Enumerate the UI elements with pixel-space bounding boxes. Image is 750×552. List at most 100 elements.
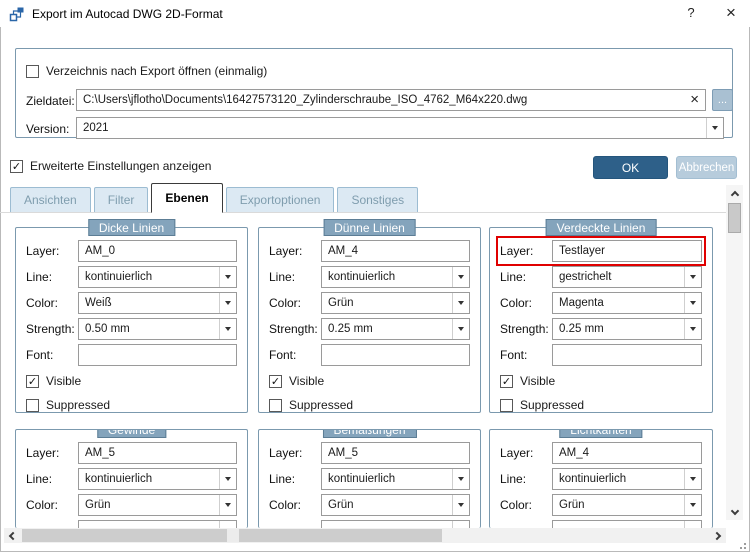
line-select[interactable]: kontinuierlich bbox=[552, 468, 702, 490]
chevron-down-icon[interactable] bbox=[452, 267, 469, 287]
chevron-down-icon[interactable] bbox=[219, 319, 236, 339]
chevron-down-icon[interactable] bbox=[219, 521, 236, 528]
chevron-down-icon[interactable] bbox=[684, 521, 701, 528]
highlighted-layer-row: Layer: Testlayer bbox=[496, 236, 706, 266]
scroll-up-button[interactable] bbox=[726, 185, 743, 201]
chevron-down-icon[interactable] bbox=[684, 495, 701, 515]
chevron-down-icon[interactable] bbox=[452, 319, 469, 339]
browse-button[interactable]: ... bbox=[712, 89, 733, 111]
strength-select[interactable]: 0.25 mm bbox=[321, 318, 470, 340]
checkbox-checked-icon[interactable]: ✓ bbox=[26, 374, 39, 388]
suppressed-checkbox[interactable]: Suppressed bbox=[500, 396, 702, 414]
chevron-down-icon[interactable] bbox=[684, 469, 701, 489]
version-value: 2021 bbox=[83, 122, 109, 134]
chevron-down-icon[interactable] bbox=[684, 293, 701, 313]
chevron-down-icon[interactable] bbox=[684, 319, 701, 339]
visible-checkbox[interactable]: ✓ Visible bbox=[26, 374, 82, 388]
tab-ebenen[interactable]: Ebenen bbox=[151, 183, 223, 213]
resize-grip-icon[interactable] bbox=[736, 539, 746, 549]
cancel-button[interactable]: Abbrechen bbox=[676, 156, 737, 179]
tab-exportoptionen[interactable]: Exportoptionen bbox=[225, 187, 335, 213]
chevron-down-icon[interactable] bbox=[219, 293, 236, 313]
layer-input[interactable]: AM_5 bbox=[321, 442, 470, 464]
color-label: Color: bbox=[500, 498, 533, 512]
visible-checkbox[interactable]: ✓ Visible bbox=[500, 374, 556, 388]
color-select[interactable]: Magenta bbox=[552, 292, 702, 314]
checkbox-unchecked-icon[interactable] bbox=[26, 64, 39, 78]
file-settings-groupbox: Verzeichnis nach Export öffnen (einmalig… bbox=[15, 48, 733, 139]
suppressed-checkbox[interactable]: Suppressed bbox=[269, 396, 470, 414]
checkbox-checked-icon[interactable]: ✓ bbox=[500, 374, 513, 388]
suppressed-checkbox[interactable]: Suppressed bbox=[26, 396, 237, 414]
checkbox-checked-icon[interactable]: ✓ bbox=[10, 159, 23, 173]
tab-ansichten[interactable]: Ansichten bbox=[10, 187, 91, 213]
layer-input[interactable]: AM_5 bbox=[78, 442, 237, 464]
chevron-down-icon[interactable] bbox=[684, 267, 701, 287]
layer-input[interactable]: AM_0 bbox=[78, 240, 237, 262]
layer-label: Layer: bbox=[269, 446, 303, 460]
chevron-down-icon[interactable] bbox=[452, 469, 469, 489]
line-select[interactable]: kontinuierlich bbox=[321, 266, 470, 288]
open-dir-after-export-checkbox[interactable]: Verzeichnis nach Export öffnen (einmalig… bbox=[26, 63, 267, 79]
font-input[interactable] bbox=[552, 344, 702, 366]
checkbox-checked-icon[interactable]: ✓ bbox=[269, 374, 282, 388]
strength-select[interactable]: 0.25 mm bbox=[552, 318, 702, 340]
help-button[interactable]: ? bbox=[687, 5, 695, 20]
layer-input[interactable]: AM_4 bbox=[552, 442, 702, 464]
advanced-settings-checkbox[interactable]: ✓ Erweiterte Einstellungen anzeigen bbox=[10, 158, 211, 174]
chevron-down-icon[interactable] bbox=[219, 469, 236, 489]
groupbox-duenne-linien: Dünne Linien Layer: AM_4 Line: kontinuie… bbox=[258, 219, 481, 414]
color-select[interactable]: Grün bbox=[321, 494, 470, 516]
line-select[interactable]: kontinuierlich bbox=[78, 468, 237, 490]
scroll-down-button[interactable] bbox=[726, 504, 743, 520]
groupbox-title: Bemaßungen bbox=[322, 430, 417, 438]
chevron-down-icon[interactable] bbox=[219, 267, 236, 287]
strength-select[interactable]: 0.50 mm bbox=[78, 318, 237, 340]
vertical-scroll-thumb[interactable] bbox=[728, 203, 741, 233]
line-select[interactable]: gestrichelt bbox=[552, 266, 702, 288]
version-select[interactable]: 2021 bbox=[76, 117, 724, 139]
checkbox-unchecked-icon[interactable] bbox=[500, 398, 513, 412]
color-select[interactable]: Grün bbox=[78, 494, 237, 516]
scroll-right-button[interactable] bbox=[711, 528, 726, 543]
horizontal-scroll-thumb[interactable] bbox=[22, 529, 442, 542]
visible-checkbox[interactable]: ✓ Visible bbox=[269, 374, 325, 388]
layer-input[interactable]: AM_4 bbox=[321, 240, 470, 262]
line-label: Line: bbox=[500, 270, 527, 284]
layer-input[interactable]: Testlayer bbox=[552, 240, 702, 262]
color-select[interactable]: Grün bbox=[552, 494, 702, 516]
line-select[interactable]: kontinuierlich bbox=[78, 266, 237, 288]
checkbox-unchecked-icon[interactable] bbox=[269, 398, 282, 412]
chevron-down-icon[interactable] bbox=[452, 293, 469, 313]
target-file-input[interactable]: C:\Users\jflotho\Documents\16427573120_Z… bbox=[76, 89, 706, 111]
strength-select[interactable] bbox=[321, 520, 470, 528]
export-dwg-icon bbox=[9, 6, 25, 22]
font-input[interactable] bbox=[78, 344, 237, 366]
advanced-settings-label: Erweiterte Einstellungen anzeigen bbox=[30, 159, 212, 173]
line-label: Line: bbox=[500, 472, 527, 486]
close-icon[interactable]: × bbox=[726, 3, 736, 22]
tab-sonstiges[interactable]: Sonstiges bbox=[337, 187, 419, 213]
chevron-down-icon[interactable] bbox=[706, 118, 723, 138]
tab-strip-line bbox=[0, 212, 726, 213]
vertical-scrollbar[interactable] bbox=[726, 185, 743, 520]
tab-filter[interactable]: Filter bbox=[93, 187, 149, 213]
horizontal-scrollbar[interactable] bbox=[4, 528, 726, 543]
groupbox-title: Verdeckte Linien bbox=[545, 219, 657, 236]
strength-label: Strength: bbox=[269, 322, 318, 336]
ok-button[interactable]: OK bbox=[593, 156, 668, 179]
groupbox-bemassungen: Bemaßungen Layer: AM_5 Line: kontinuierl… bbox=[258, 429, 481, 528]
strength-select[interactable] bbox=[552, 520, 702, 528]
chevron-down-icon[interactable] bbox=[452, 495, 469, 515]
chevron-down-icon[interactable] bbox=[452, 521, 469, 528]
clear-icon[interactable]: × bbox=[690, 91, 699, 108]
checkbox-unchecked-icon[interactable] bbox=[26, 398, 39, 412]
line-label: Line: bbox=[26, 270, 53, 284]
chevron-down-icon[interactable] bbox=[219, 495, 236, 515]
color-select[interactable]: Weiß bbox=[78, 292, 237, 314]
strength-select[interactable] bbox=[78, 520, 237, 528]
color-select[interactable]: Grün bbox=[321, 292, 470, 314]
scroll-left-button[interactable] bbox=[4, 528, 19, 543]
line-select[interactable]: kontinuierlich bbox=[321, 468, 470, 490]
font-input[interactable] bbox=[321, 344, 470, 366]
